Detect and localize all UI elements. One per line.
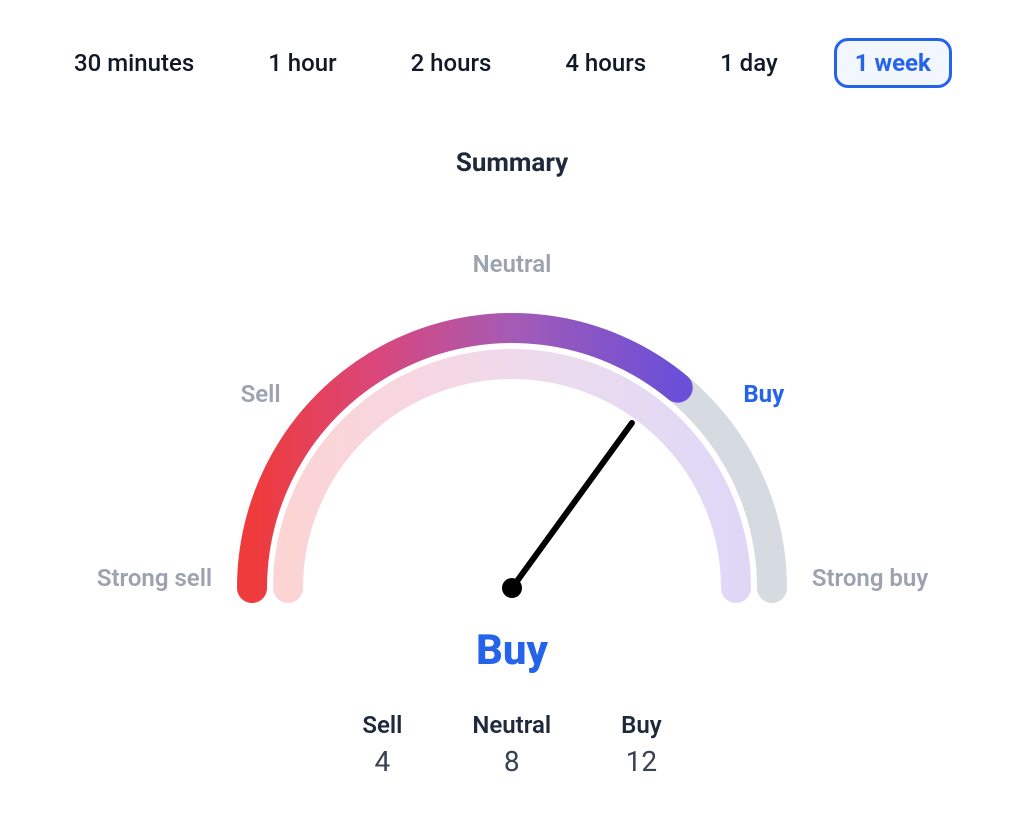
zone-label-strong-buy: Strong buy	[812, 564, 928, 592]
tab-2-hours[interactable]: 2 hours	[393, 41, 510, 85]
tab-1-hour[interactable]: 1 hour	[250, 41, 354, 85]
zone-label-strong-sell: Strong sell	[97, 564, 212, 592]
summary-title: Summary	[0, 148, 1024, 178]
timeframe-tabs: 30 minutes 1 hour 2 hours 4 hours 1 day …	[0, 0, 1024, 88]
stat-buy-value: 12	[621, 745, 662, 778]
stat-neutral-value: 8	[472, 745, 551, 778]
stat-sell-value: 4	[362, 745, 402, 778]
stat-buy-label: Buy	[621, 711, 662, 739]
stats-row: Sell 4 Neutral 8 Buy 12	[0, 711, 1024, 778]
stat-neutral-label: Neutral	[472, 711, 551, 739]
stat-buy: Buy 12	[621, 711, 662, 778]
zone-label-sell: Sell	[241, 380, 281, 408]
stat-neutral: Neutral 8	[472, 711, 551, 778]
zone-label-buy: Buy	[743, 380, 784, 408]
gauge-container: Strong sell Sell Neutral Buy Strong buy	[0, 188, 1024, 618]
stat-sell: Sell 4	[362, 711, 402, 778]
tab-1-week[interactable]: 1 week	[834, 38, 952, 88]
zone-label-neutral: Neutral	[473, 250, 552, 278]
verdict-text: Buy	[0, 626, 1024, 675]
tab-30-minutes[interactable]: 30 minutes	[56, 41, 212, 85]
tab-4-hours[interactable]: 4 hours	[547, 41, 664, 85]
stat-sell-label: Sell	[362, 711, 402, 739]
tab-1-day[interactable]: 1 day	[702, 41, 796, 85]
